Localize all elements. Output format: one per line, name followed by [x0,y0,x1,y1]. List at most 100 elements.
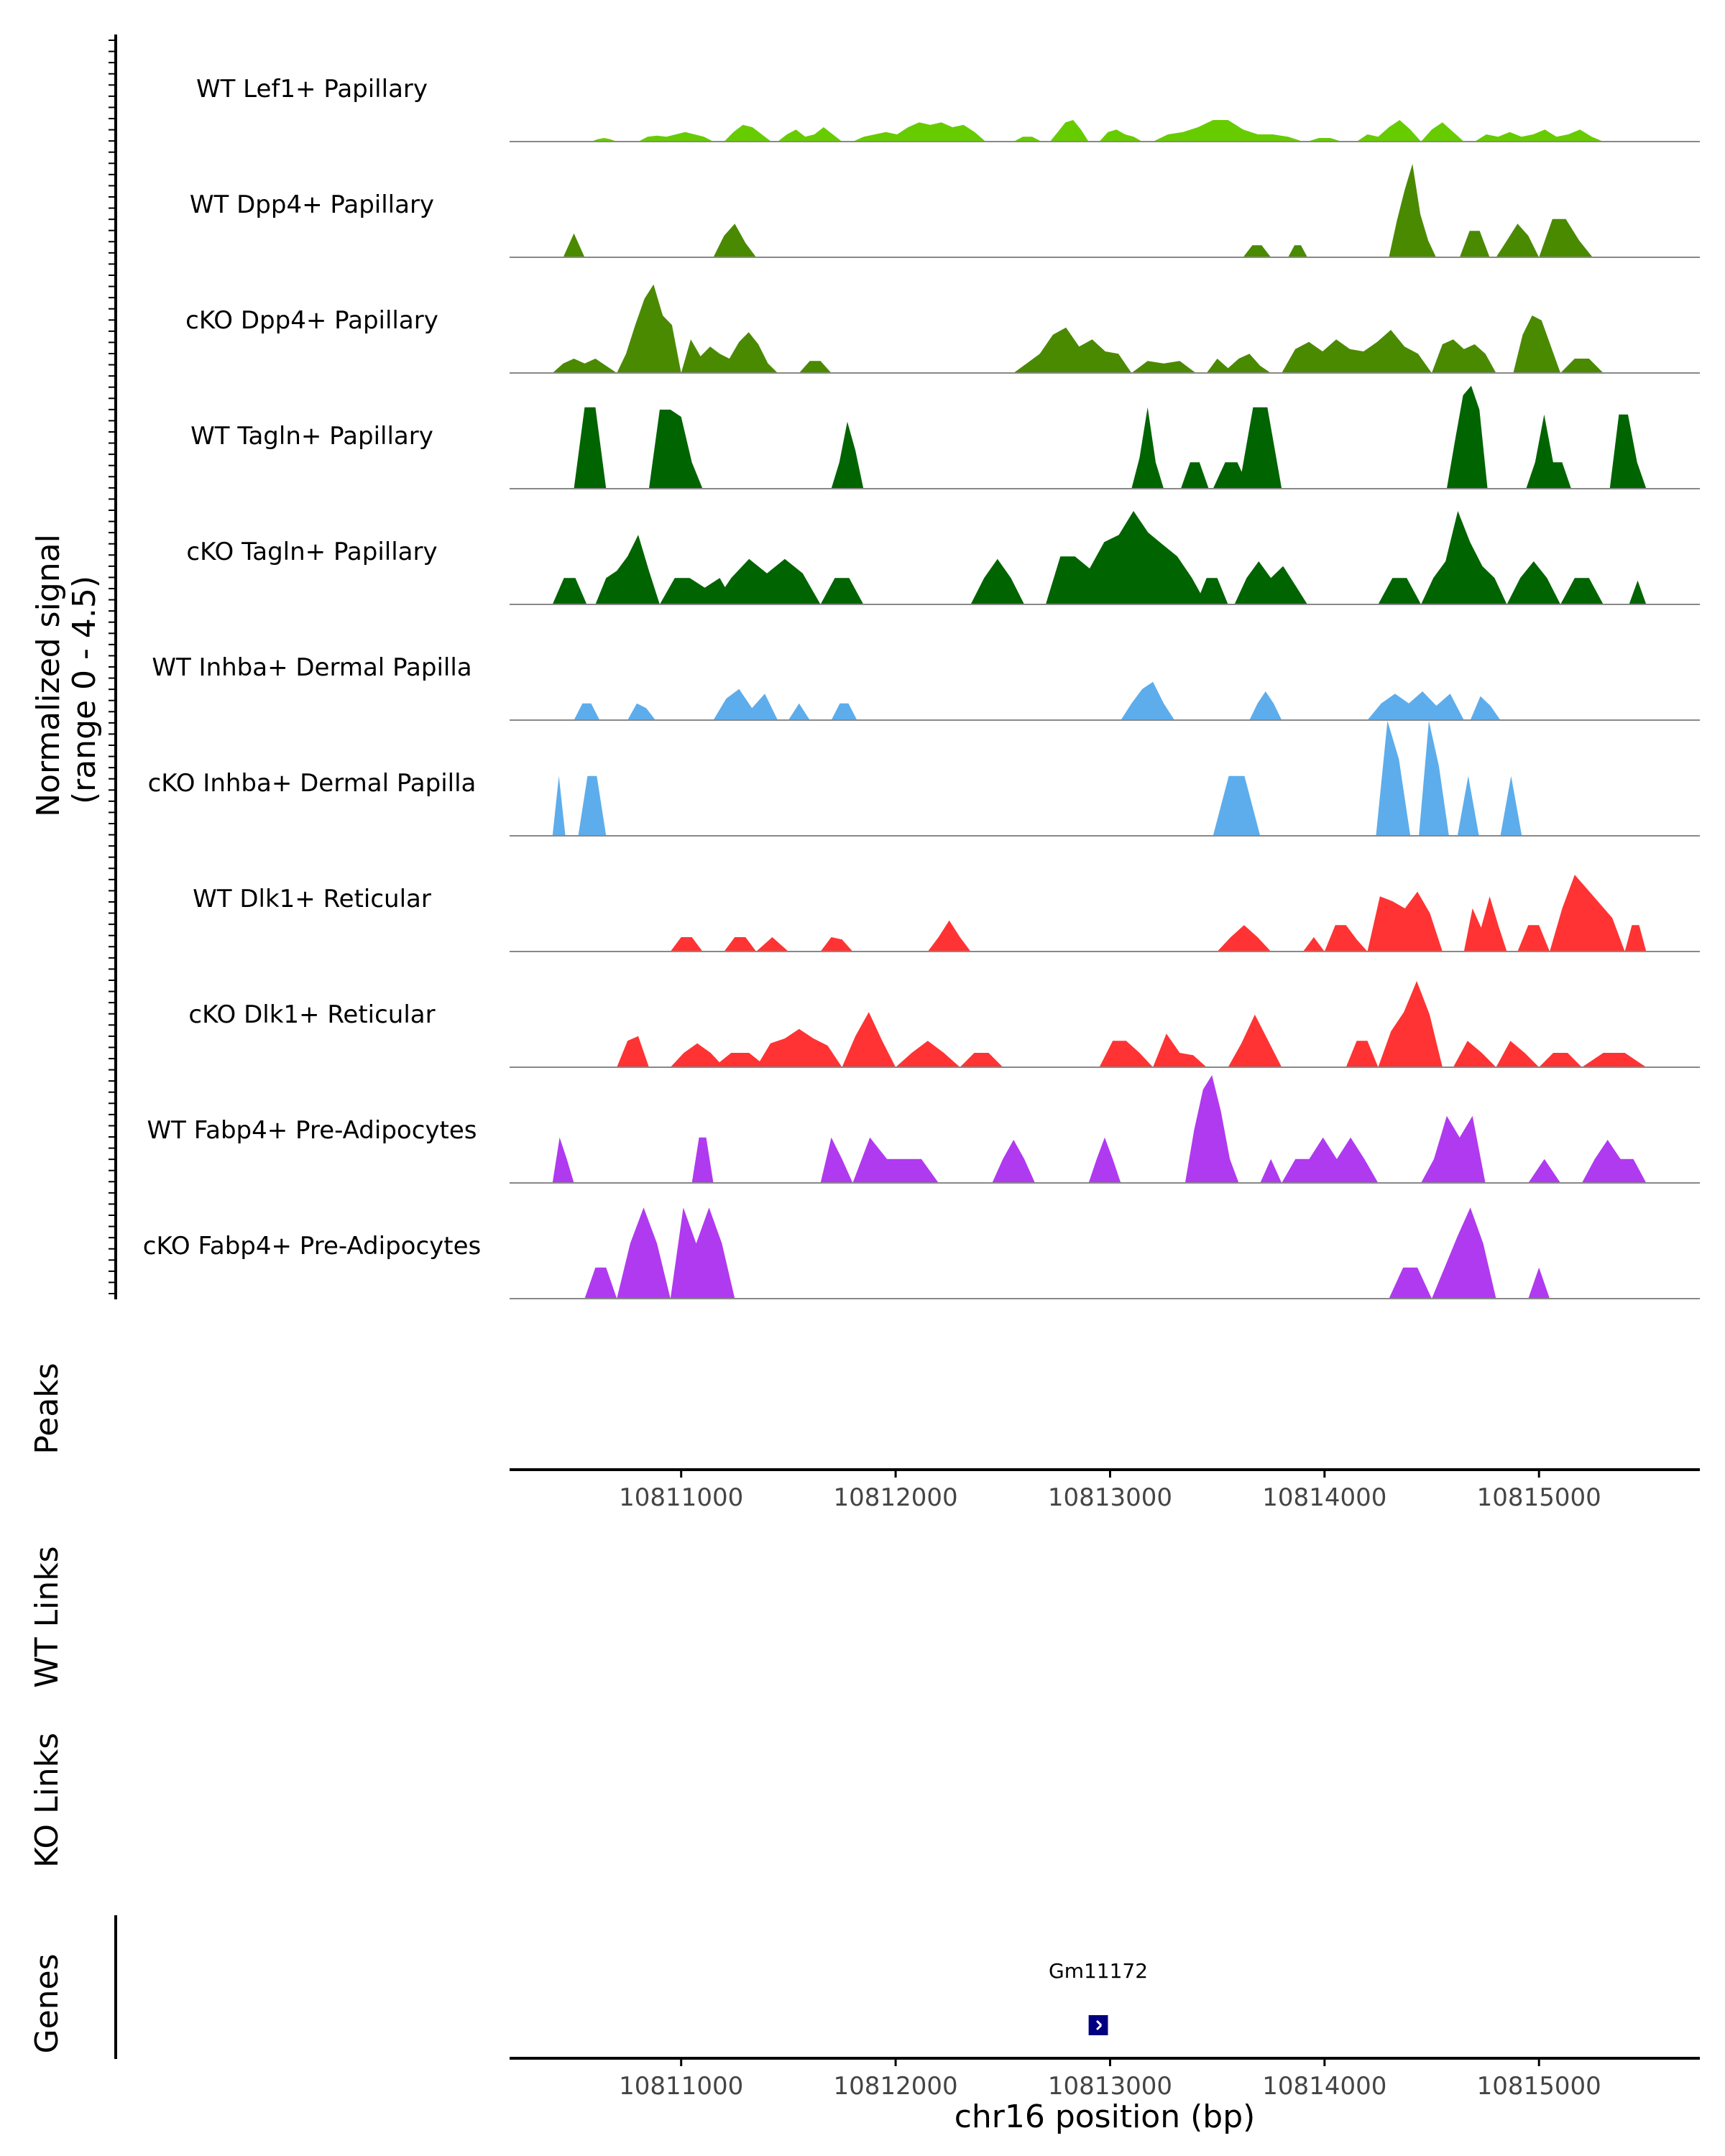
peaks-label: Peaks [29,1363,65,1454]
signal-area [627,703,656,720]
x-axis-title: chr16 position (bp) [954,2099,1256,2135]
track-cko-fabp4-pre-adipocytes: cKO Fabp4+ Pre-Adipocytes [143,1207,1700,1299]
track-label: WT Dpp4+ Papillary [190,190,434,219]
signal-area [927,920,971,952]
track-wt-dpp4-papillary: WT Dpp4+ Papillary [190,164,1700,258]
track-label: cKO Fabp4+ Pre-Adipocytes [143,1232,482,1261]
signal-area [831,421,864,489]
signal-area [1432,1207,1496,1299]
track-label: cKO Inhba+ Dermal Papilla [148,769,477,798]
gene-track: Gm11172 [1049,1959,1148,2035]
signal-area [960,1053,1003,1067]
signal-area [617,1207,671,1299]
signal-area [1238,407,1282,489]
signal-area [638,132,714,142]
signal-area [1195,578,1228,604]
signal-area [1513,315,1561,373]
signal-area [1180,462,1209,489]
signal-y-axis [109,34,117,1299]
signal-area [1517,925,1550,952]
signal-area [724,937,757,952]
x-tick-label: 10811000 [619,1483,743,1512]
signal-area [1500,775,1522,836]
signal-area [1367,691,1464,720]
signal-area [1496,224,1540,257]
genes-label: Genes [29,1953,65,2053]
signal-area [724,124,771,142]
signal-area [1581,1140,1647,1183]
signal-area [1049,120,1089,142]
x-tick-label: 10812000 [834,2072,958,2101]
signal-area [578,775,607,836]
signal-area [1249,691,1282,720]
track-wt-dlk1-reticular: WT Dlk1+ Reticular [193,875,1700,952]
signal-area [552,775,566,836]
x-tick-label: 10815000 [1477,1483,1601,1512]
wt-links-label: WT Links [29,1546,65,1687]
signal-area [756,937,788,952]
signal-area [1526,414,1571,489]
signal-area [1459,231,1490,257]
signal-area [670,1207,735,1299]
signal-area [1282,1137,1379,1183]
signal-area [1421,1115,1486,1183]
signal-area [842,1012,896,1067]
signal-area [648,410,703,489]
signal-area [820,578,864,604]
signal-area [670,937,703,952]
signal-area [1228,1014,1282,1067]
signal-area [1419,721,1449,836]
signal-area [1453,1041,1496,1067]
signal-area [1099,1041,1154,1067]
signal-area [1629,580,1647,604]
signal-area [1378,981,1443,1067]
peaks-x-axis: 10811000 10812000 10813000 10814000 10815000 [510,1468,1700,1512]
signal-area [591,138,617,142]
signal-area [1303,937,1325,952]
signal-area [595,535,660,604]
signal-area [574,703,600,720]
signal-area [1528,1267,1550,1299]
signal-area [563,233,585,257]
x-tick-label: 10811000 [619,2072,743,2101]
signal-area [756,1028,842,1067]
signal-area [617,1036,649,1067]
signal-area [820,937,853,952]
track-wt-tagln-papillary: WT Tagln+ Papillary [190,385,1700,489]
signal-area [1131,361,1196,373]
track-cko-dlk1-reticular: cKO Dlk1+ Reticular [188,981,1700,1068]
signal-area [1376,721,1411,836]
x-tick-label: 10814000 [1262,1483,1386,1512]
signal-area [820,1137,853,1183]
x-tick-label: 10814000 [1262,2072,1386,2101]
signal-area [1421,511,1507,604]
signal-area [852,1137,939,1183]
signal-area [992,1140,1035,1183]
x-tick-label: 10813000 [1048,2072,1172,2101]
signal-area [1234,561,1307,604]
signal-area [1045,511,1207,604]
signal-area [713,224,757,257]
signal-area [1421,122,1464,142]
signal-area [1378,578,1422,604]
signal-area [1367,891,1443,952]
track-cko-inhba-dermal-papilla: cKO Inhba+ Dermal Papilla [148,721,1700,837]
track-label: WT Fabp4+ Pre-Adipocytes [147,1116,477,1145]
track-label: cKO Dlk1+ Reticular [188,1000,435,1029]
signal-area [788,703,810,720]
signal-area [1609,414,1647,489]
signal-area [1356,120,1422,142]
signal-area [1013,137,1041,142]
signal-area [1560,359,1604,373]
signal-area [1539,218,1593,257]
signal-area [1457,775,1479,836]
track-label: cKO Tagln+ Papillary [186,538,437,566]
track-wt-fabp4-pre-adipocytes: WT Fabp4+ Pre-Adipocytes [147,1075,1700,1184]
x-tick-label: 10812000 [834,1483,958,1512]
signal-area [1324,925,1368,952]
track-cko-dpp4-papillary: cKO Dpp4+ Papillary [185,284,1700,374]
signal-ylabel-line1: Normalized signal [30,534,67,817]
signal-area [1260,1158,1282,1183]
signal-area [1539,1053,1582,1067]
